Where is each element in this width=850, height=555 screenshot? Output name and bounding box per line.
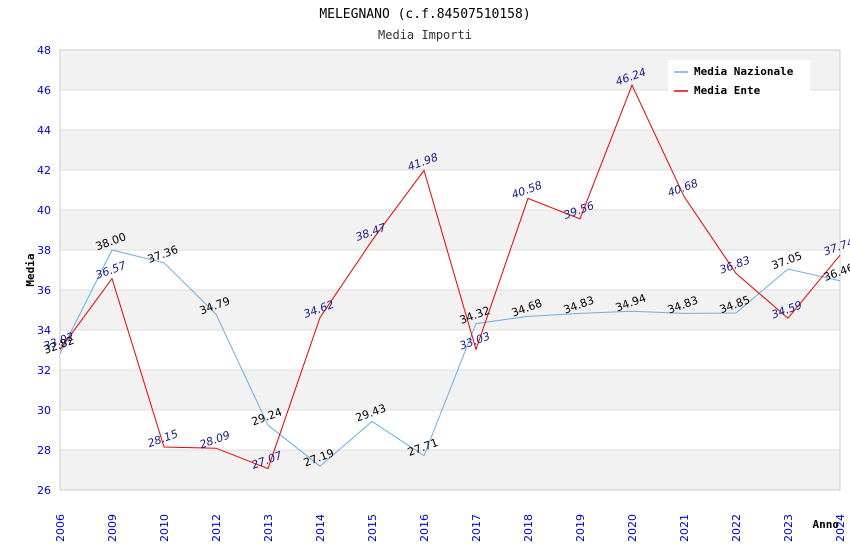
x-tick-label: 2012 — [210, 514, 223, 542]
x-tick-label: 2010 — [158, 514, 171, 542]
legend-label-media-ente: Media Ente — [694, 84, 761, 97]
x-tick-label: 2014 — [314, 514, 327, 542]
y-tick-label: 26 — [37, 484, 51, 497]
y-axis-title: Media — [24, 253, 37, 286]
y-tick-label: 34 — [37, 324, 51, 337]
y-tick-label: 38 — [37, 244, 51, 257]
x-axis-ticks: 2006 2009 2010 2012 2013 2014 2015 2016 2017 2018… — [54, 514, 847, 542]
legend-label-media-nazionale: Media Nazionale — [694, 65, 794, 78]
grid-band — [60, 290, 840, 330]
chart-title: MELEGNANO (c.f.84507510158) — [319, 7, 530, 22]
x-tick-label: 2023 — [782, 514, 795, 542]
x-tick-label: 2009 — [106, 514, 119, 542]
y-tick-label: 30 — [37, 404, 51, 417]
x-axis-title: Anno — [813, 518, 840, 531]
data-label: 37.05 — [770, 249, 804, 272]
legend: Media Nazionale Media Ente — [668, 60, 810, 100]
y-tick-label: 40 — [37, 204, 51, 217]
data-labels: 32.8238.0037.3634.7929.2427.1929.4327.71… — [42, 65, 850, 471]
data-label: 36.46 — [822, 261, 850, 284]
chart-subtitle: Media Importi — [378, 28, 472, 42]
y-tick-label: 48 — [37, 44, 51, 57]
x-tick-label: 2022 — [730, 514, 743, 542]
x-tick-label: 2006 — [54, 514, 67, 542]
x-tick-label: 2013 — [262, 514, 275, 542]
y-tick-label: 42 — [37, 164, 51, 177]
y-tick-label: 36 — [37, 284, 51, 297]
series-line-media-nazionale — [59, 249, 841, 467]
data-label: 33.03 — [458, 330, 492, 353]
series-layer — [59, 83, 841, 470]
x-tick-label: 2018 — [522, 514, 535, 542]
x-tick-label: 2017 — [470, 514, 483, 542]
x-tick-label: 2015 — [366, 514, 379, 542]
y-tick-label: 28 — [37, 444, 51, 457]
x-tick-label: 2024 — [834, 514, 847, 542]
data-label: 40.68 — [666, 177, 700, 200]
y-tick-label: 46 — [37, 84, 51, 97]
data-label: 36.83 — [718, 254, 752, 277]
data-label: 36.57 — [94, 259, 128, 282]
y-axis-ticks: 26 28 30 32 34 36 38 40 42 44 46 48 — [37, 44, 51, 497]
data-label: 40.58 — [510, 179, 544, 202]
x-tick-label: 2016 — [418, 514, 431, 542]
legend-box — [668, 60, 810, 100]
grid-band — [60, 210, 840, 250]
series-line-media-ente — [59, 83, 841, 470]
x-tick-label: 2020 — [626, 514, 639, 542]
y-tick-label: 44 — [37, 124, 51, 137]
y-tick-label: 32 — [37, 364, 51, 377]
grid-band — [60, 130, 840, 170]
x-tick-label: 2021 — [678, 514, 691, 542]
plot-area — [59, 49, 841, 491]
grid-band — [60, 450, 840, 490]
x-tick-label: 2019 — [574, 514, 587, 542]
